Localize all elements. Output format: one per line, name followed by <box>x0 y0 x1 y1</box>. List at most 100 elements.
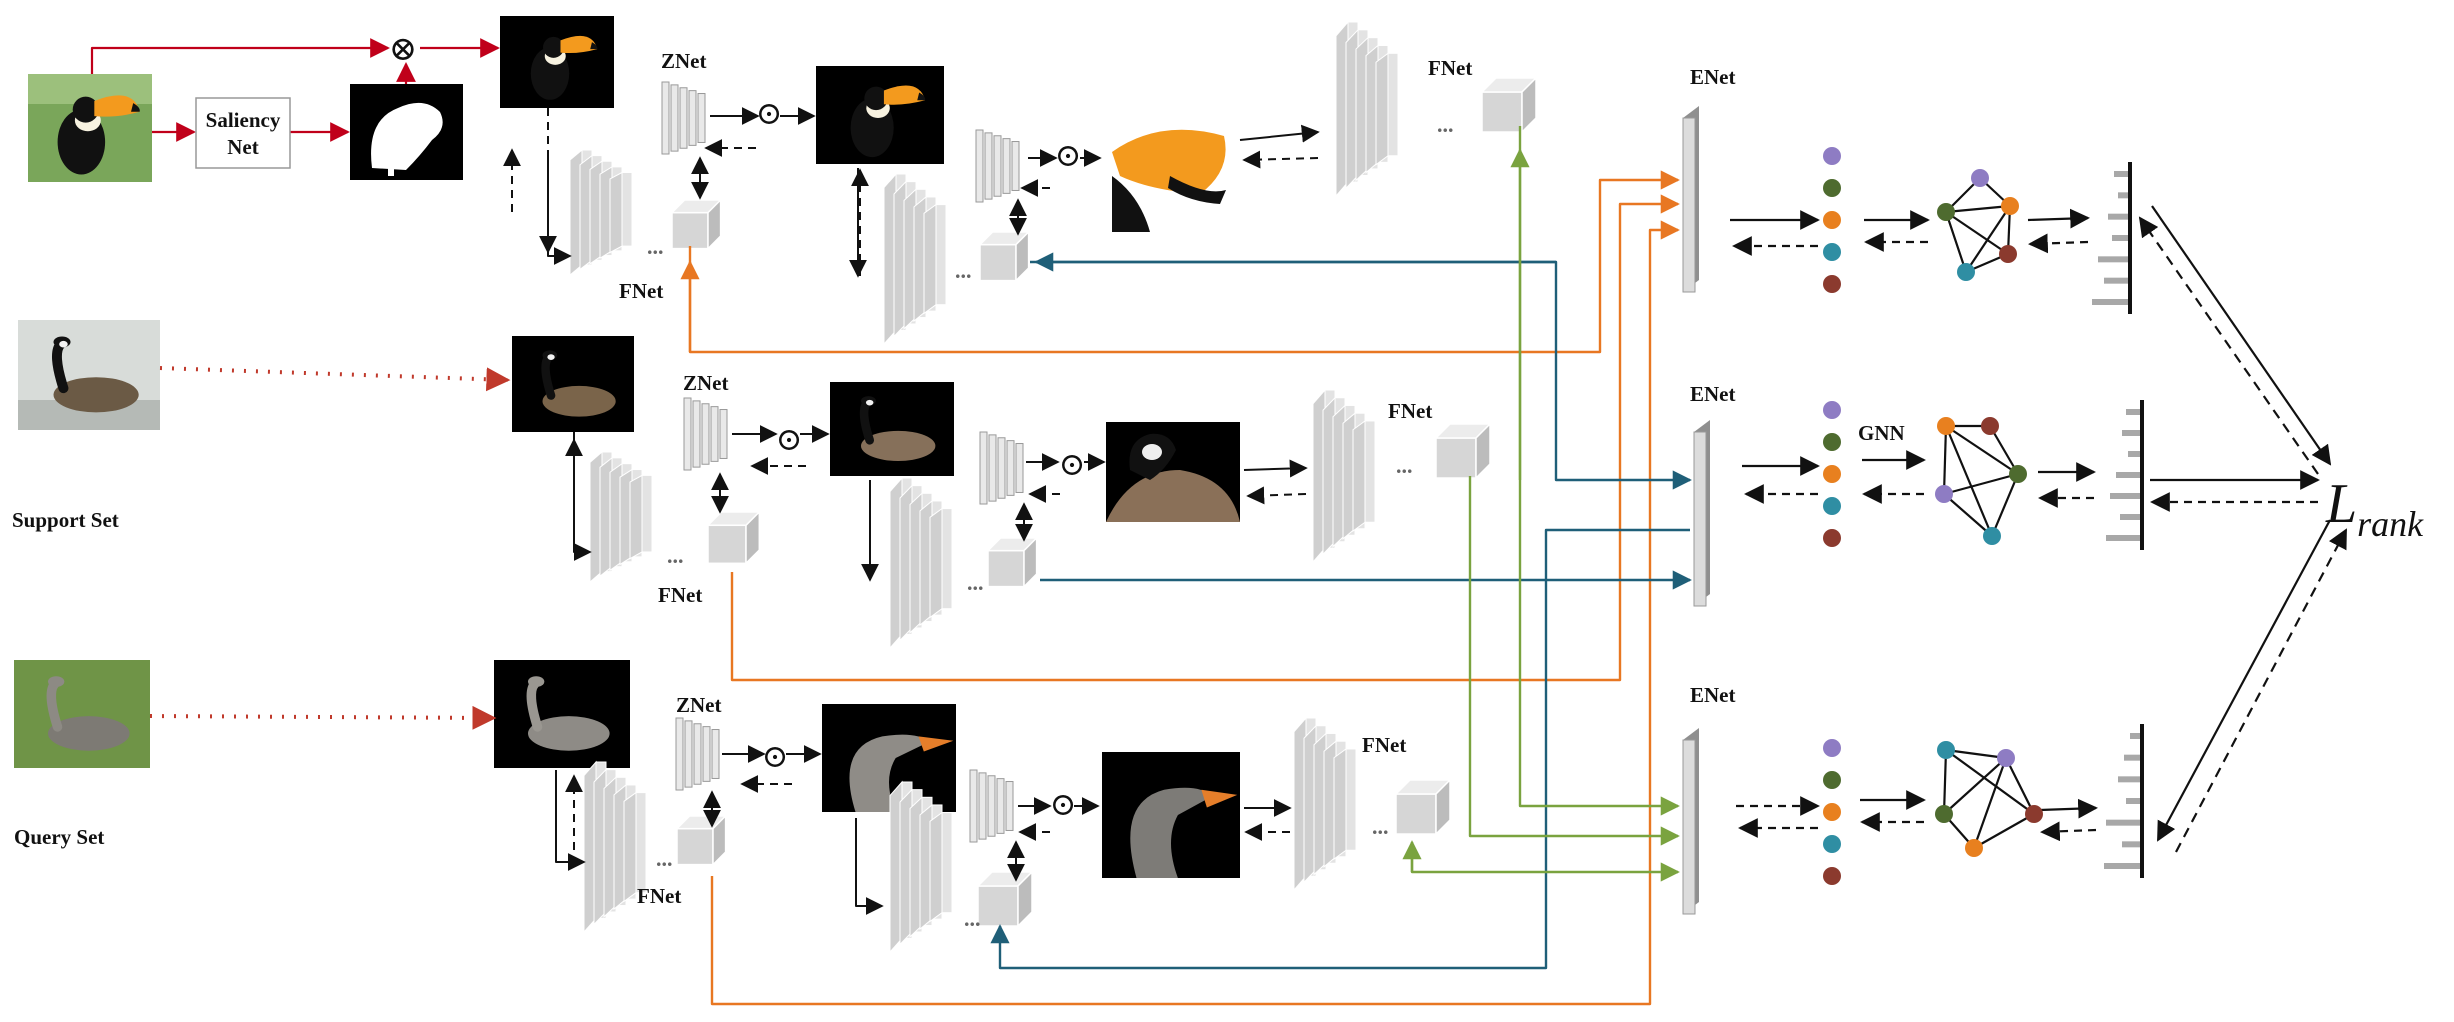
cnn-layer-side <box>929 507 943 619</box>
feature-cube <box>976 870 1034 928</box>
goose-cheek <box>865 399 874 406</box>
ellipsis-2c: ... <box>967 570 984 595</box>
cnn-block <box>583 760 647 934</box>
ellipsis-2b: ... <box>1396 453 1413 478</box>
cnn-layer-face <box>941 812 953 914</box>
goose-head <box>48 676 65 687</box>
row1-graph-to-bars <box>2027 208 2090 229</box>
cnn-layer-face <box>641 474 653 553</box>
graph-node <box>1983 527 2001 545</box>
cube-front <box>676 827 714 866</box>
cube-front <box>1481 91 1523 133</box>
toucan-beak-tip <box>590 42 598 50</box>
networks <box>569 20 1710 954</box>
znet-layer <box>679 87 688 149</box>
znet-layer <box>670 84 679 152</box>
fnet-label-2a: FNet <box>658 583 702 607</box>
goose-photo <box>512 336 634 432</box>
cube-side <box>1475 422 1491 480</box>
ellipsis-1b: ... <box>1437 112 1454 137</box>
cnn-layer-side <box>923 203 937 315</box>
toucan-beak <box>560 35 598 54</box>
ranking-bar <box>2122 841 2140 848</box>
row3-img-to-fnet <box>555 770 586 871</box>
cnn-layer-side <box>1333 747 1347 861</box>
saliency-mask <box>350 84 463 180</box>
embedding-nodes <box>1823 147 1841 293</box>
loss-symbol-sub: rank <box>2357 504 2424 544</box>
graph-edge <box>1945 748 2007 760</box>
arrow-input-to-multiply <box>90 38 390 74</box>
embedding-node <box>1823 433 1841 451</box>
graph-edge <box>1973 813 2035 849</box>
colored-links <box>680 126 1692 1006</box>
row2-back-img3 <box>1246 486 1307 505</box>
embedding-node <box>1823 179 1841 197</box>
query-set-label: Query Set <box>14 825 104 849</box>
cnn-block <box>569 148 633 277</box>
znet-layer <box>969 769 978 843</box>
toucan-beak-tip <box>917 92 926 101</box>
graph-node <box>2001 197 2019 215</box>
enet-label-3: ENet <box>1690 683 1736 707</box>
gnn-graph <box>1935 741 2043 857</box>
cnn-layer-face <box>621 172 633 247</box>
ranking-bar <box>2122 430 2140 436</box>
row1-back-img3 <box>1242 150 1319 169</box>
embedding-node <box>1823 401 1841 419</box>
znet-layer <box>684 720 693 788</box>
gnn-label: GNN <box>1858 421 1905 445</box>
znet-layer <box>688 90 697 146</box>
cnn-layer-side <box>629 474 643 560</box>
cube-side <box>1521 76 1537 134</box>
mask-silhouette <box>371 102 443 170</box>
znet-block <box>661 81 706 155</box>
graph-node <box>2025 805 2043 823</box>
fnet-label-1b: FNet <box>1428 56 1472 80</box>
graph-edge <box>1989 425 2019 475</box>
row3-graph-to-bars <box>2039 798 2098 819</box>
feature-cube <box>1434 422 1492 480</box>
embedding-node <box>1823 803 1841 821</box>
graph-edge <box>1944 211 1968 273</box>
goose-head-large <box>1130 787 1213 878</box>
znet-layer <box>675 717 684 791</box>
goose-body <box>53 377 139 413</box>
embedding-node <box>1823 275 1841 293</box>
feature-cube <box>706 510 762 566</box>
canada-goose-input-photo <box>18 320 160 430</box>
znet-block <box>979 431 1024 505</box>
ranking-bar <box>2116 472 2140 478</box>
ranking-bar <box>2128 451 2140 457</box>
cnn-block <box>889 780 953 954</box>
ellipsis-1a: ... <box>647 234 664 259</box>
embedding-node <box>1823 529 1841 547</box>
cube-side <box>1023 536 1038 589</box>
cnn-block <box>1293 716 1357 892</box>
hadamard-op-2b: ⊙ <box>1059 446 1086 482</box>
cnn-layer-side <box>609 171 623 254</box>
ranking-bar <box>2126 798 2140 804</box>
ranking-axis <box>2140 400 2144 550</box>
ellipsis-3b: ... <box>1372 814 1389 839</box>
row1-bars-back <box>2028 233 2089 254</box>
graph-edge <box>1942 425 1948 495</box>
loss-to-bars3 <box>2157 519 2331 842</box>
head-feathers <box>1112 176 1150 232</box>
embedding-node <box>1823 771 1841 789</box>
cnn-block <box>889 476 953 650</box>
feature-cube <box>986 536 1039 589</box>
cnn-block <box>1335 20 1399 198</box>
toucan-photo <box>500 16 614 108</box>
embedding-node <box>1823 867 1841 885</box>
znet-layer <box>996 778 1005 834</box>
embedding-node <box>1823 147 1841 165</box>
feature-cube <box>1480 76 1538 134</box>
loss-to-bars1 <box>2138 216 2319 475</box>
ranking-bar <box>2118 776 2140 783</box>
cube-front <box>977 885 1019 927</box>
graph-node <box>1937 203 1955 221</box>
ellipsis-1c: ... <box>955 258 972 283</box>
hadamard-op-3a: ⊙ <box>762 738 789 774</box>
ranking-axis <box>2140 724 2144 878</box>
